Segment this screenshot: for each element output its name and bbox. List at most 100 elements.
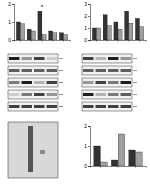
tick: 1 [84,143,90,149]
tick-mark [88,40,90,41]
bar [97,28,101,40]
band [96,69,107,72]
tick-mark [88,4,90,5]
band [96,93,107,96]
band [47,105,58,108]
bar [27,29,31,40]
tick-mark [100,166,101,168]
tick-mark [96,40,97,42]
bar [118,29,122,40]
band [47,57,58,60]
x-axis [15,40,71,42]
bar [53,33,57,40]
tick-mark [118,40,119,42]
band [34,105,45,108]
band-pointer [59,94,63,95]
tick [128,40,129,42]
band [121,93,132,96]
tick-mark [12,4,14,5]
band [108,81,119,84]
tick: 0 [8,37,14,43]
bar [129,150,135,166]
tick-mark [52,40,53,42]
tick-mark [118,166,119,168]
bar-chart: 0123 [84,1,146,43]
bar [135,18,139,40]
band [83,57,94,60]
tick [135,166,136,168]
blot-strip [8,54,58,63]
blot-strip [82,78,132,87]
bars [92,11,143,40]
tick [42,40,43,42]
bar [101,162,107,166]
bar-chart: 012* [8,1,70,43]
y-axis: 0123 [84,1,90,43]
bars [94,134,142,166]
tick-label: 0 [84,37,87,43]
tick-mark [88,16,90,17]
band [121,105,132,108]
axis-line [12,5,15,41]
band [83,69,94,72]
band [34,93,45,96]
tick [107,40,108,42]
bar [38,11,42,40]
band-pointer [133,106,137,107]
tick-mark [12,22,14,23]
bar [59,33,63,40]
tick [118,166,119,168]
tick-label: 0 [84,163,87,169]
bar-chart: 0 1 2 [84,123,146,169]
tick [31,40,32,42]
tick-mark [135,166,136,168]
blot-panel [82,54,137,111]
bar [94,146,100,166]
tick-mark [20,40,21,42]
x-axis [91,40,147,42]
bar [140,27,144,40]
y-axis: 0 1 2 [84,123,90,169]
tick: 0 [84,163,90,169]
band-pointer [59,58,63,59]
bar [16,22,20,40]
band [47,69,58,72]
tick-mark [63,40,64,42]
band [34,69,45,72]
band-pointer [59,82,63,83]
tick-label: 1 [8,19,11,25]
bar [129,23,133,40]
tick-label: 1 [84,143,87,149]
blot-strip [8,78,58,87]
tick-mark [88,126,90,127]
axis-line [15,41,71,42]
tick: 2 [8,1,14,7]
tick: 2 [84,13,90,19]
blot-strip [82,90,132,99]
band [34,81,45,84]
bar [107,26,111,40]
band [9,93,20,96]
blot-strip [8,66,58,75]
tick [100,166,101,168]
band [83,81,94,84]
blot-strip [8,90,58,99]
tick [118,40,119,42]
tick [139,40,140,42]
band [9,69,20,72]
bar [92,28,96,40]
tick-mark [31,40,32,42]
bar [125,11,129,40]
x-axis [91,166,147,168]
blot-strip [8,102,58,111]
band-pointer [133,70,137,71]
tick: 2 [84,123,90,129]
tick-label: 2 [8,1,11,7]
tick-label: 1 [84,25,87,31]
tick-label: 2 [84,123,87,129]
band [47,81,58,84]
band [9,81,20,84]
blot-panel [8,54,63,111]
bar [136,152,142,166]
gel-lane [28,126,33,172]
